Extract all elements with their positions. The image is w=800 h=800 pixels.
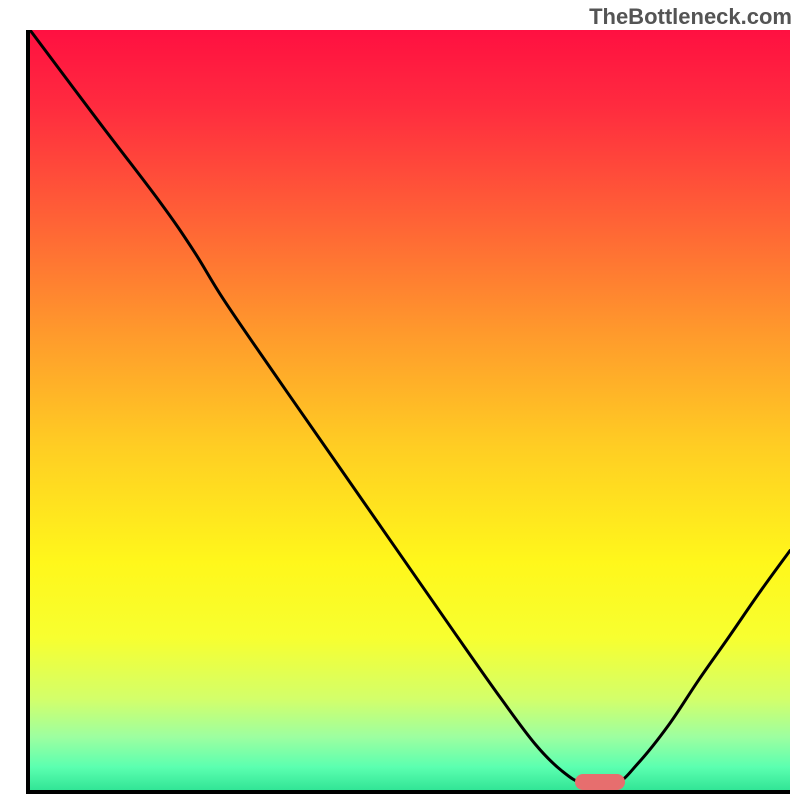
y-axis-line — [26, 30, 30, 794]
watermark-text: TheBottleneck.com — [589, 4, 792, 30]
chart-container: TheBottleneck.com — [0, 0, 800, 800]
plot-area — [30, 30, 790, 790]
optimum-marker — [575, 774, 625, 790]
x-axis-line — [26, 790, 790, 794]
bottleneck-curve — [30, 30, 790, 790]
